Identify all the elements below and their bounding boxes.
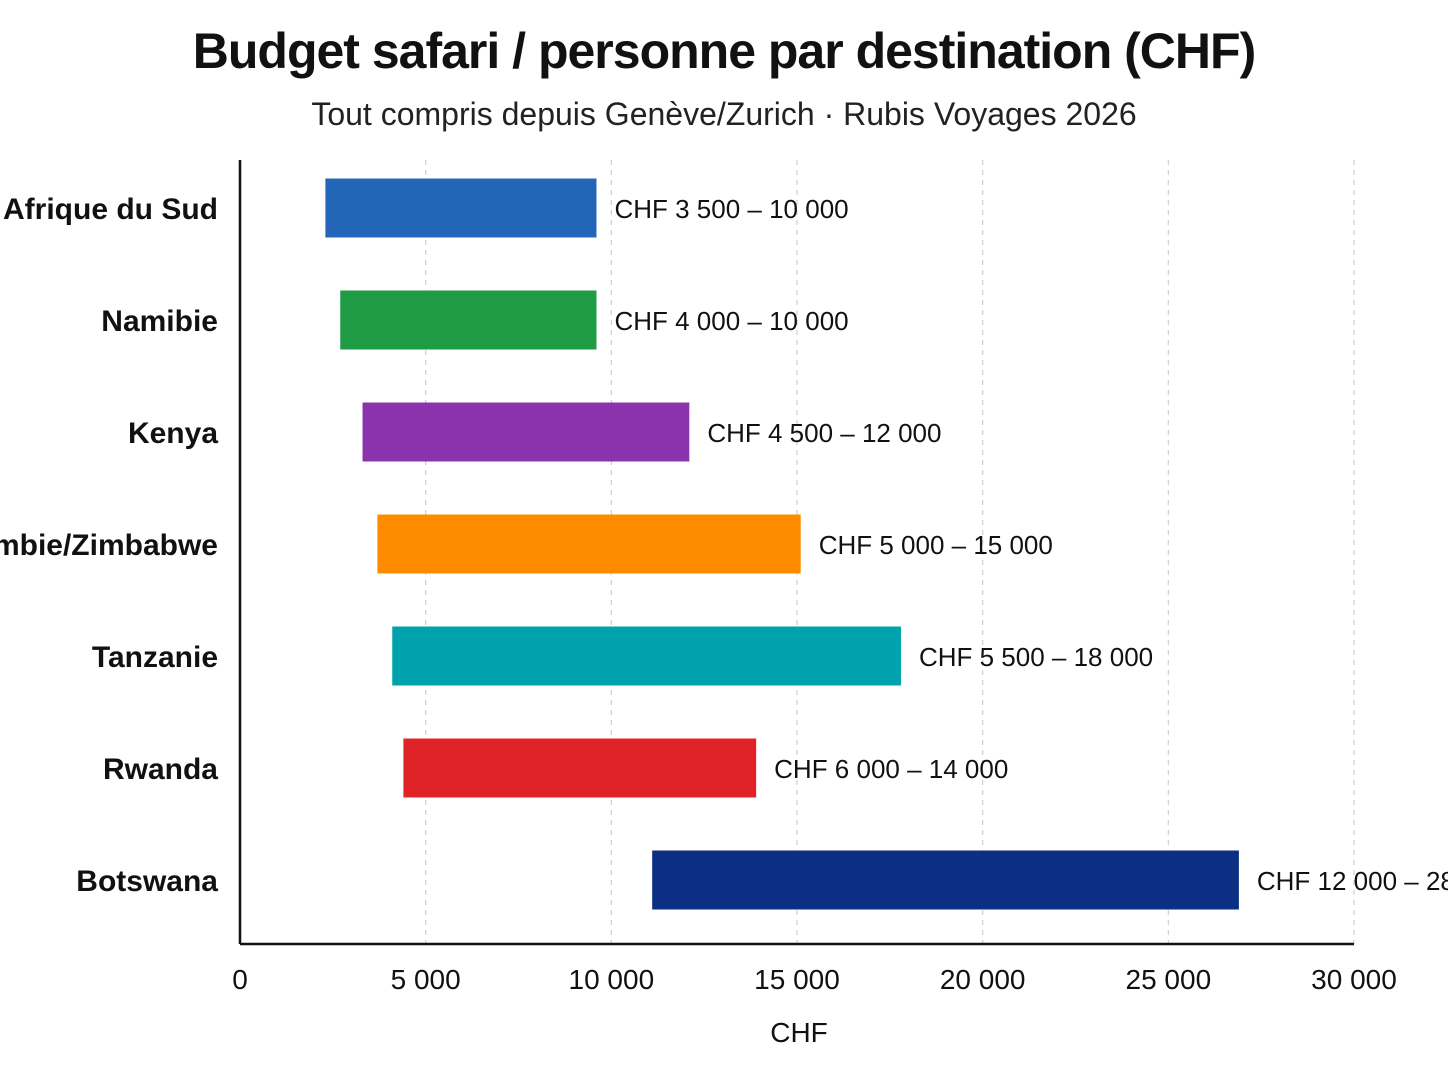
- category-label: Zambie/Zimbabwe: [0, 529, 218, 562]
- bar-value-label: CHF 3 500 – 10 000: [614, 194, 848, 224]
- bar-value-label: CHF 5 500 – 18 000: [919, 642, 1153, 672]
- bar-zambie-zimbabwe: [377, 514, 801, 574]
- x-tick-label: 10 000: [569, 964, 655, 995]
- chart-subtitle: Tout compris depuis Genève/Zurich · Rubi…: [311, 96, 1137, 132]
- x-tick-label: 20 000: [940, 964, 1026, 995]
- bar-tanzanie: [392, 626, 901, 686]
- bar-namibie: [340, 290, 597, 350]
- category-label: Tanzanie: [92, 641, 218, 674]
- category-label: Kenya: [128, 417, 218, 450]
- bar-kenya: [362, 402, 690, 462]
- category-label: Rwanda: [103, 753, 218, 786]
- category-label: Namibie: [101, 305, 218, 338]
- bar-value-label: CHF 12 000 – 28 000: [1257, 866, 1448, 896]
- x-tick-label: 30 000: [1311, 964, 1397, 995]
- category-label: Botswana: [76, 865, 218, 898]
- chart-title: Budget safari / personne par destination…: [192, 23, 1256, 79]
- bar-afrique-du-sud: [325, 178, 597, 238]
- category-label: Afrique du Sud: [3, 193, 218, 226]
- x-tick-label: 15 000: [754, 964, 840, 995]
- x-axis-title: CHF: [770, 1017, 828, 1048]
- bar-value-label: CHF 6 000 – 14 000: [774, 754, 1008, 784]
- bar-botswana: [652, 850, 1239, 910]
- bar-value-label: CHF 4 500 – 12 000: [707, 418, 941, 448]
- bar-value-label: CHF 5 000 – 15 000: [819, 530, 1053, 560]
- x-tick-label: 5 000: [391, 964, 461, 995]
- x-tick-label: 25 000: [1126, 964, 1212, 995]
- bar-rwanda: [403, 738, 757, 798]
- bar-value-label: CHF 4 000 – 10 000: [614, 306, 848, 336]
- x-tick-label: 0: [232, 964, 248, 995]
